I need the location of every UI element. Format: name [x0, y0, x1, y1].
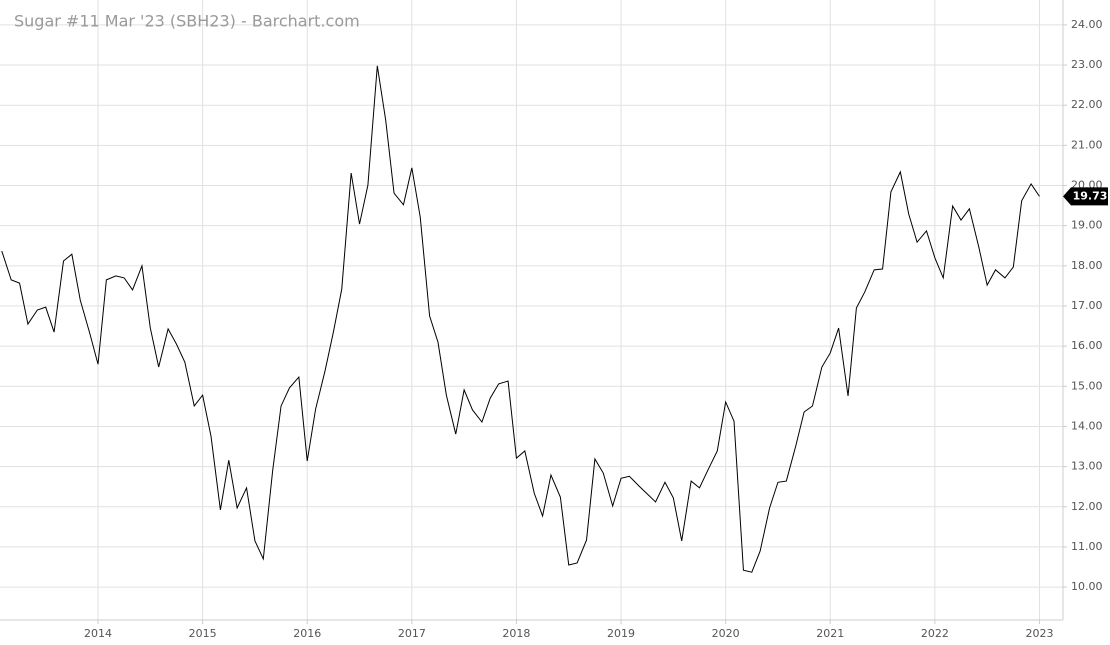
x-tick-label: 2015	[189, 627, 217, 640]
y-tick-label: 19.00	[1071, 219, 1103, 232]
y-tick-label: 10.00	[1071, 580, 1103, 593]
y-tick-label: 11.00	[1071, 540, 1103, 553]
x-tick-label: 2016	[293, 627, 321, 640]
chart-title: Sugar #11 Mar '23 (SBH23) - Barchart.com	[14, 12, 360, 31]
y-tick-label: 22.00	[1071, 98, 1103, 111]
y-tick-label: 17.00	[1071, 299, 1103, 312]
x-tick-label: 2019	[607, 627, 635, 640]
x-tick-label: 2021	[816, 627, 844, 640]
plot	[1, 65, 1040, 573]
grid	[0, 0, 1063, 620]
x-tick-label: 2020	[712, 627, 740, 640]
x-tick-label: 2022	[921, 627, 949, 640]
y-tick-label: 14.00	[1071, 419, 1103, 432]
y-tick-label: 12.00	[1071, 500, 1103, 513]
price-line	[1, 65, 1040, 573]
y-tick-label: 24.00	[1071, 18, 1103, 31]
x-tick-label: 2018	[502, 627, 530, 640]
y-tick-label: 21.00	[1071, 138, 1103, 151]
x-tick-label: 2017	[398, 627, 426, 640]
last-value-label: 19.73	[1073, 189, 1108, 202]
x-tick-label: 2014	[84, 627, 112, 640]
y-tick-label: 16.00	[1071, 339, 1103, 352]
y-tick-label: 15.00	[1071, 379, 1103, 392]
y-tick-label: 23.00	[1071, 58, 1103, 71]
last-value-tag	[1063, 187, 1108, 206]
y-tick-label: 18.00	[1071, 259, 1103, 272]
x-tick-label: 2023	[1025, 627, 1053, 640]
y-tick-label: 13.00	[1071, 460, 1103, 473]
